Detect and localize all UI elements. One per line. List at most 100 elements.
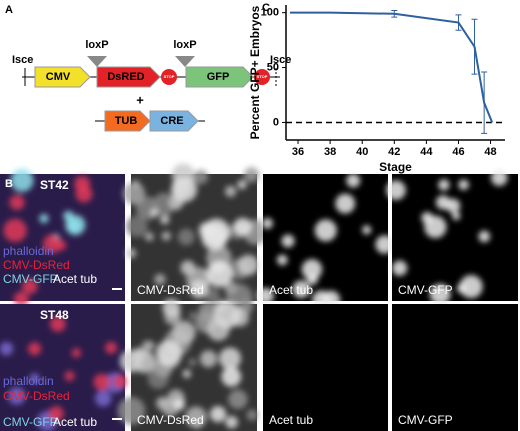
cell (131, 180, 140, 189)
error-bar (481, 71, 488, 134)
construct-diagram: A Isce CMV loxP DsRED STOP loxP GFP STOP… (5, 4, 291, 132)
loxp-site (175, 56, 195, 67)
merge-channel-label: CMV-GFP (3, 415, 58, 429)
cell (71, 348, 81, 358)
cell (205, 288, 220, 303)
x-tick-label: 38 (324, 146, 336, 158)
panel-letter: C (262, 2, 270, 14)
merge-channel-label: CMV-GFP (3, 272, 58, 286)
element-label: DsRED (107, 71, 144, 83)
cell (261, 217, 273, 229)
cell (113, 374, 127, 389)
cell (177, 228, 195, 246)
cell (221, 366, 242, 387)
channel-label: CMV-GFP (398, 413, 453, 427)
cell (301, 259, 323, 280)
cell (257, 287, 274, 304)
cell (123, 182, 146, 205)
cell (429, 283, 451, 305)
merge-channel-label: phalloidin (3, 244, 54, 258)
cell (105, 341, 118, 354)
site-label: loxP (173, 39, 196, 51)
cell (39, 213, 49, 224)
cell (95, 390, 112, 407)
cell (188, 358, 197, 367)
cell (144, 232, 154, 242)
y-tick-label: 100 (261, 7, 279, 19)
cell (10, 168, 34, 192)
cell (13, 291, 29, 307)
cell (193, 169, 209, 185)
cell (159, 214, 170, 225)
cell (144, 340, 155, 351)
element-label: TUB (115, 115, 138, 127)
cell (162, 298, 181, 317)
cell (161, 231, 171, 241)
cre-gene (149, 110, 199, 132)
cell (314, 219, 337, 242)
cell (386, 180, 406, 200)
cell (206, 260, 233, 288)
cell (155, 339, 183, 367)
error-bar (471, 18, 478, 75)
merge-channel-label: Acet tub (53, 415, 97, 429)
stage-label: ST42 (40, 178, 69, 192)
x-tick-label: 36 (292, 146, 304, 158)
cell (224, 185, 237, 197)
cell (48, 406, 64, 422)
y-tick-label: 0 (273, 116, 279, 128)
cell (199, 350, 218, 368)
cell (281, 234, 295, 248)
error-bar (455, 14, 462, 31)
cell (29, 373, 40, 384)
element-label: STOP (164, 74, 175, 79)
cell (233, 217, 252, 236)
element-label: GFP (207, 71, 230, 83)
stage-label: ST48 (40, 308, 69, 322)
cell (126, 248, 136, 259)
data-line (290, 11, 494, 123)
cell (8, 387, 26, 405)
cell (202, 218, 231, 246)
cell (150, 208, 159, 217)
element-label: STOP (257, 74, 268, 79)
cell (189, 279, 209, 299)
gfp-gene (185, 66, 254, 88)
element-label: CRE (160, 115, 183, 127)
plus-sign: + (136, 92, 144, 107)
cell (156, 396, 170, 410)
cell (362, 225, 372, 235)
cell (43, 234, 62, 254)
x-axis-label: Stage (379, 160, 412, 174)
cell (375, 235, 394, 254)
cell (435, 195, 451, 210)
cell (421, 211, 434, 224)
cell (93, 373, 111, 391)
cell (172, 320, 196, 345)
loxp-site (87, 56, 107, 67)
x-tick-label: 40 (356, 146, 368, 158)
cell (224, 281, 238, 295)
cell (490, 169, 508, 186)
cell (458, 179, 469, 191)
cell (452, 211, 461, 221)
cell (237, 254, 259, 276)
channel-label: Acet tub (269, 283, 313, 297)
cell (65, 214, 86, 236)
cell (209, 406, 227, 423)
cell (438, 179, 450, 191)
site-label: Isce (12, 54, 33, 66)
cell (292, 280, 310, 299)
cell (346, 173, 361, 188)
cell (213, 300, 242, 329)
micrograph-panels: CMV-DsRed Acet tub CMV-GFPST42phalloidinCM… (0, 163, 518, 431)
stop-signal (161, 69, 177, 85)
cell (478, 230, 491, 243)
micrograph (263, 304, 388, 431)
x-tick-label: 48 (484, 146, 496, 158)
cell (276, 254, 288, 266)
channel-label: CMV-DsRed (137, 283, 204, 297)
cell (180, 260, 196, 276)
cell (459, 275, 483, 299)
cell (117, 396, 146, 425)
